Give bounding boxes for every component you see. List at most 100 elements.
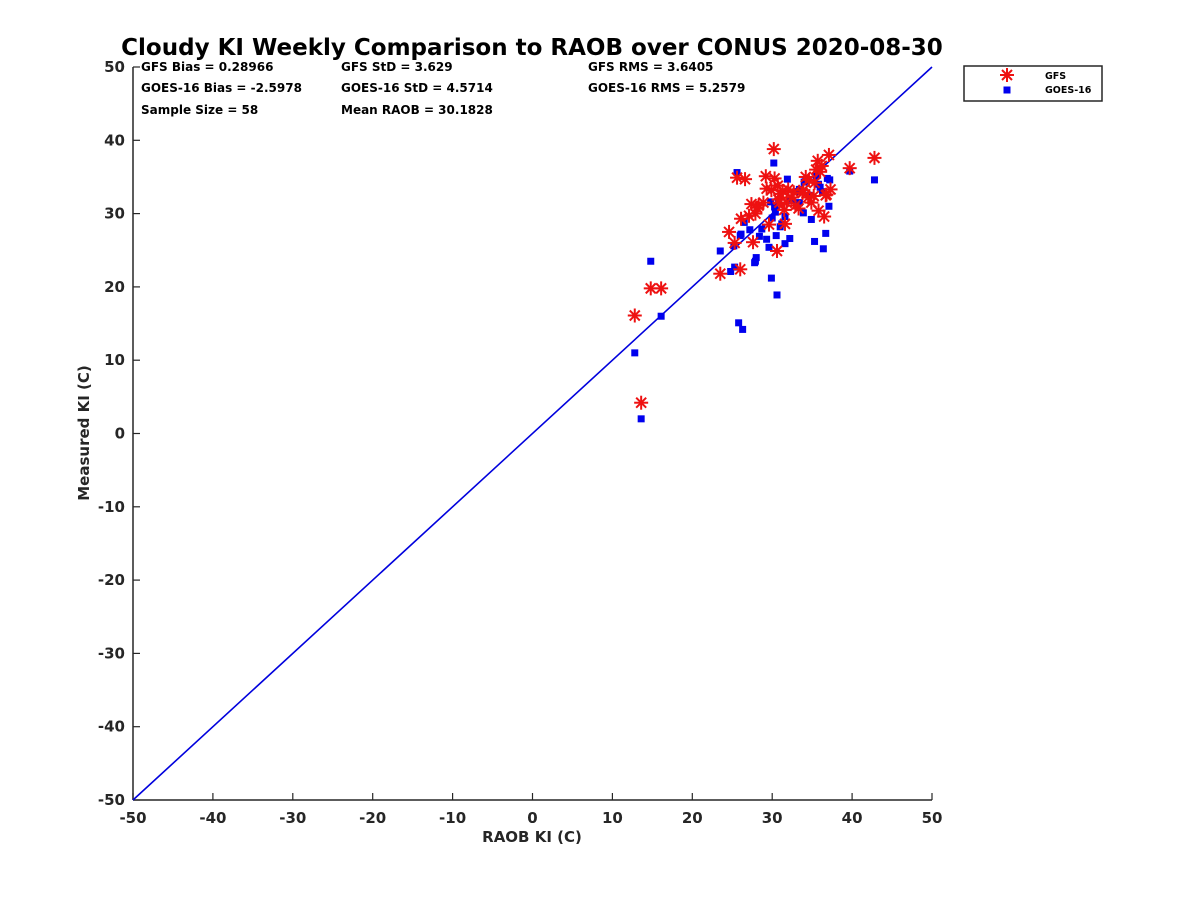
legend-goes-marker xyxy=(1003,86,1011,94)
x-tick-label: 10 xyxy=(602,809,623,827)
goes-16-point xyxy=(800,178,808,186)
x-tick-label: -30 xyxy=(279,809,306,827)
gfs-point xyxy=(772,195,787,210)
y-tick-label: 20 xyxy=(104,278,125,296)
y-tick-label: 10 xyxy=(104,351,125,369)
gfs-point xyxy=(777,216,792,231)
gfs-point xyxy=(758,169,773,184)
goes-16-point xyxy=(786,235,794,243)
y-tick-label: 30 xyxy=(104,205,125,223)
y-tick-label: -20 xyxy=(98,571,125,589)
x-tick-label: -10 xyxy=(439,809,466,827)
goes-16-point xyxy=(752,254,760,262)
goes-16-point xyxy=(763,235,771,243)
goes-16-point xyxy=(870,176,878,184)
gfs-point xyxy=(811,203,826,218)
gfs-point xyxy=(807,175,822,190)
legend-gfs-marker xyxy=(1000,68,1014,82)
gfs-point xyxy=(796,183,811,198)
y-tick-label: 40 xyxy=(104,131,125,149)
x-tick-label: 20 xyxy=(682,809,703,827)
goes-16-point xyxy=(637,415,645,423)
gfs-point xyxy=(770,178,785,193)
gfs-point xyxy=(738,172,753,187)
gfs-point xyxy=(634,395,649,410)
goes-16-point xyxy=(773,291,781,299)
gfs-point xyxy=(818,188,833,203)
goes-16-point xyxy=(739,325,747,333)
gfs-point xyxy=(762,217,777,232)
goes-16-point xyxy=(716,247,724,255)
legend: GFS GOES-16 xyxy=(963,65,1103,102)
x-tick-label: -40 xyxy=(199,809,226,827)
x-tick-label: -20 xyxy=(359,809,386,827)
stats-block: GFS Bias = 0.28966 GFS StD = 3.629 GFS R… xyxy=(141,60,745,117)
stat-sample-size: Sample Size = 58 xyxy=(141,103,258,117)
goes-16-point xyxy=(825,202,833,210)
y-axis-label: Measured KI (C) xyxy=(75,365,93,501)
gfs-point xyxy=(742,208,757,223)
x-axis-label: RAOB KI (C) xyxy=(482,828,582,846)
gfs-point xyxy=(769,243,784,258)
goes-16-point xyxy=(765,243,773,251)
series-gfs xyxy=(627,142,882,410)
gfs-point xyxy=(654,281,669,296)
goes-16-point xyxy=(783,175,791,183)
goes-16-point xyxy=(751,257,759,265)
stat-mean-raob: Mean RAOB = 30.1828 xyxy=(341,103,493,117)
goes-16-point xyxy=(826,176,834,184)
goes-16-point xyxy=(772,232,780,240)
goes-16-point xyxy=(811,237,819,245)
goes-16-point xyxy=(822,229,830,237)
goes-16-point xyxy=(631,349,639,357)
goes-16-point xyxy=(758,225,766,233)
goes-16-point xyxy=(647,257,655,265)
stat-gfs-std: GFS StD = 3.629 xyxy=(341,60,453,74)
gfs-point xyxy=(727,235,742,250)
gfs-point xyxy=(821,147,836,162)
goes-16-point xyxy=(731,263,739,271)
gfs-point xyxy=(759,181,774,196)
gfs-point xyxy=(806,189,821,204)
goes-16-point xyxy=(781,240,789,248)
gfs-point xyxy=(867,150,882,165)
gfs-point xyxy=(722,224,737,239)
y-ticks: -50 -40 -30 -20 -10 0 10 20 30 40 50 xyxy=(98,58,140,809)
y-tick-label: -10 xyxy=(98,498,125,516)
legend-gfs-label: GFS xyxy=(1045,71,1066,82)
x-tick-label: 30 xyxy=(762,809,783,827)
x-tick-label: -50 xyxy=(119,809,146,827)
goes-16-point xyxy=(768,214,776,222)
gfs-point xyxy=(713,266,728,281)
y-tick-label: -30 xyxy=(98,644,125,662)
stat-gfs-rms: GFS RMS = 3.6405 xyxy=(588,60,713,74)
y-tick-label: 0 xyxy=(115,425,125,443)
x-tick-label: 40 xyxy=(842,809,863,827)
x-tick-label: 0 xyxy=(527,809,537,827)
goes-16-point xyxy=(737,230,745,238)
goes-16-point xyxy=(807,215,815,223)
x-ticks: -50 -40 -30 -20 -10 0 10 20 30 40 50 xyxy=(119,793,942,827)
goes-16-point xyxy=(767,198,775,206)
goes-16-point xyxy=(771,208,779,216)
series-goes-16 xyxy=(631,159,878,423)
legend-goes-label: GOES-16 xyxy=(1045,85,1092,96)
goes-16-point xyxy=(746,226,754,234)
gfs-point xyxy=(786,185,801,200)
legend-box xyxy=(963,65,1103,102)
gfs-point xyxy=(733,262,748,277)
goes-16-point xyxy=(767,274,775,282)
goes-16-point xyxy=(727,268,735,276)
chart-title: Cloudy KI Weekly Comparison to RAOB over… xyxy=(121,35,943,61)
x-tick-label: 50 xyxy=(922,809,943,827)
gfs-point xyxy=(746,235,761,250)
y-tick-label: -50 xyxy=(98,791,125,809)
gfs-point xyxy=(766,142,781,157)
stat-gfs-bias: GFS Bias = 0.28966 xyxy=(141,60,273,74)
gfs-point xyxy=(627,308,642,323)
stat-goes-rms: GOES-16 RMS = 5.2579 xyxy=(588,81,745,95)
gfs-point xyxy=(791,201,806,216)
stat-goes-std: GOES-16 StD = 4.5714 xyxy=(341,81,493,95)
stat-goes-bias: GOES-16 Bias = -2.5978 xyxy=(141,81,302,95)
